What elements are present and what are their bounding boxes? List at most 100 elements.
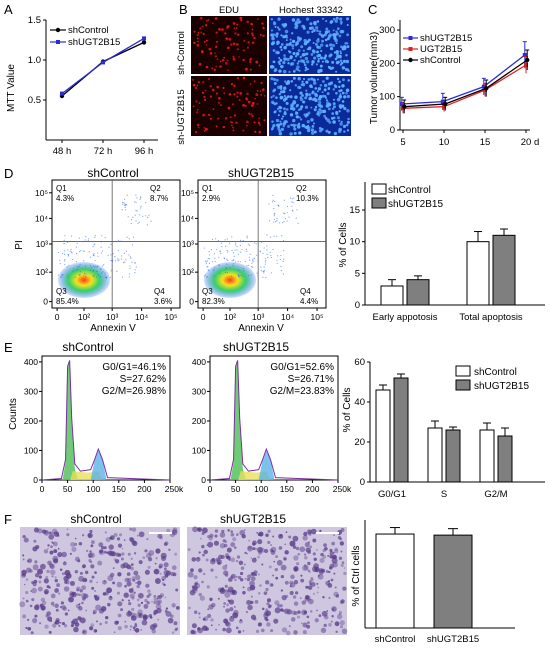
panel-letter-f: F	[4, 512, 12, 527]
stained-cell	[89, 560, 93, 564]
hoechst-nucleus	[285, 39, 288, 42]
stained-cell	[237, 575, 242, 580]
flow-event-dot	[268, 203, 270, 205]
flow-event-dot	[210, 249, 213, 251]
flow-event-dot	[282, 221, 284, 224]
stained-cell	[157, 595, 161, 599]
stained-cell	[335, 630, 338, 634]
stained-cell	[217, 587, 223, 592]
stained-cell	[285, 630, 291, 636]
flow-event-dot	[205, 263, 208, 265]
stained-cell	[230, 532, 235, 537]
panel-d-bar-legend: shControl shUGT2B15	[371, 183, 443, 210]
stained-cell	[124, 584, 128, 588]
panel-letter-e: E	[4, 340, 13, 355]
stained-cell	[170, 571, 175, 577]
stained-cell	[115, 620, 120, 624]
flow-event-dot	[99, 268, 101, 270]
hoechst-nucleus	[318, 126, 322, 130]
edu-cell	[224, 62, 228, 65]
hoechst-nucleus	[289, 89, 292, 92]
hoechst-nucleus	[282, 35, 286, 39]
hoechst-nucleus	[343, 45, 347, 49]
stained-cell	[93, 594, 97, 598]
stained-cell	[142, 614, 148, 619]
hoechst-nucleus	[315, 63, 318, 66]
legend-marker-shugt2b15	[56, 40, 60, 44]
hoechst-nucleus	[342, 124, 347, 128]
edu-cell	[255, 93, 259, 97]
stained-cell	[256, 531, 259, 534]
flow-event-dot	[237, 254, 240, 256]
flow-ylabel: PI	[14, 240, 25, 249]
stained-cell	[94, 571, 97, 574]
flow-event-dot	[231, 275, 233, 277]
edu-cell	[205, 43, 208, 46]
c-series-line-shUGT2B15	[401, 54, 526, 105]
e-ytick-label: 0	[360, 477, 365, 488]
flow-event-dot	[85, 265, 87, 267]
hoechst-nucleus	[284, 96, 288, 101]
flow-event-dot	[79, 274, 81, 276]
hoechst-nucleus	[321, 94, 326, 98]
stained-cell	[293, 567, 298, 572]
f-bar-shControl	[375, 533, 415, 629]
f-category-label: shControl	[375, 634, 416, 645]
stained-cell	[253, 570, 258, 575]
hoechst-nucleus	[279, 86, 282, 89]
stained-cell	[88, 559, 92, 563]
stained-cell	[132, 626, 136, 630]
stained-cell	[318, 568, 324, 573]
a-point-shControl	[141, 40, 147, 45]
hoechst-nucleus	[272, 78, 276, 82]
stained-cell	[128, 588, 134, 593]
stained-cell	[59, 568, 63, 572]
edu-cell	[250, 104, 254, 107]
hoechst-nucleus	[297, 49, 301, 53]
stained-cell	[148, 557, 153, 562]
hoechst-nucleus	[337, 77, 340, 81]
edu-cell	[202, 32, 205, 36]
hoechst-nucleus	[278, 132, 283, 136]
hoechst-nucleus	[315, 43, 318, 46]
stained-cell	[123, 592, 129, 598]
stained-cell	[266, 602, 270, 606]
stained-cell	[289, 590, 294, 596]
stained-cell	[242, 629, 245, 632]
hist-ytick-label: 100	[24, 445, 38, 455]
d-bar-shUGT2B15	[406, 279, 430, 306]
flow-event-dot	[128, 238, 130, 240]
hoechst-nucleus	[335, 42, 338, 45]
edu-cell	[242, 49, 245, 52]
stained-cell	[222, 565, 228, 571]
flow-event-dot	[248, 275, 250, 277]
flow-event-dot	[288, 216, 290, 218]
hist-ytick-label: 200	[192, 416, 206, 426]
stained-cell	[334, 547, 338, 552]
stained-cell	[174, 552, 178, 556]
flow-event-dot	[110, 259, 112, 261]
stained-cell	[259, 584, 262, 587]
flow-event-dot	[101, 250, 104, 252]
hoechst-nucleus	[338, 119, 341, 123]
edu-cell	[242, 58, 245, 62]
edu-cell	[207, 18, 210, 21]
hoechst-nucleus	[316, 20, 320, 23]
stained-cell	[120, 563, 126, 569]
hoechst-nucleus	[277, 17, 281, 21]
edu-cell	[263, 119, 266, 122]
hoechst-nucleus	[275, 32, 279, 36]
stained-cell	[227, 599, 230, 602]
flow-event-dot	[134, 262, 136, 264]
stained-cell	[89, 529, 93, 534]
hist-xtick-label: 200	[305, 484, 319, 494]
edu-cell	[211, 67, 214, 70]
edu-cell	[246, 120, 249, 124]
edu-cell	[235, 27, 238, 29]
hoechst-nucleus	[295, 115, 299, 119]
hoechst-nucleus	[339, 105, 343, 109]
d-bar-shControl	[380, 285, 404, 306]
edu-cell	[228, 93, 232, 96]
stained-cell	[302, 565, 309, 572]
flow-event-dot	[243, 270, 245, 272]
